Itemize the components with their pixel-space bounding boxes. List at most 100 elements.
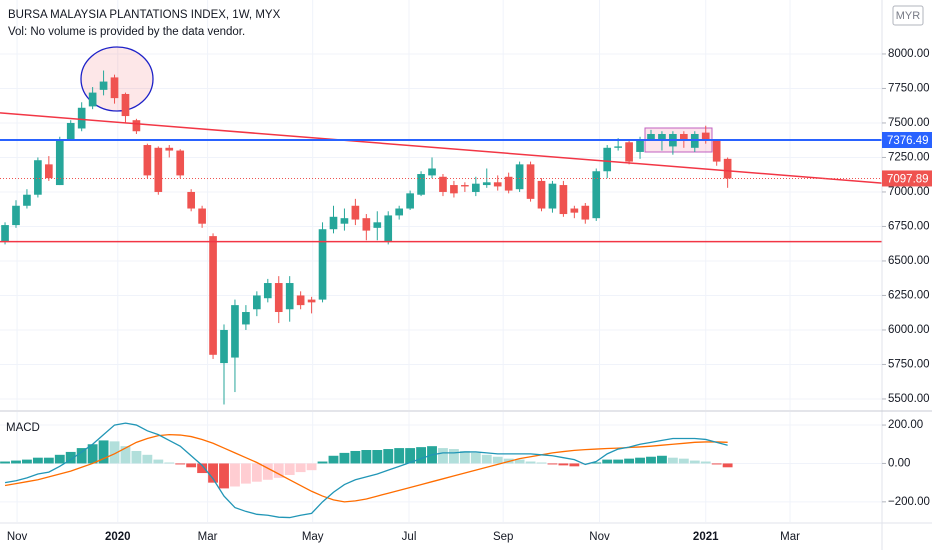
candle-body bbox=[450, 185, 458, 194]
histogram-bar bbox=[240, 463, 251, 484]
x-tick-label: Nov bbox=[7, 531, 28, 543]
histogram-bar bbox=[459, 450, 470, 464]
candle-body bbox=[417, 174, 425, 195]
y-tick-label: 200.00 bbox=[888, 419, 923, 431]
price-line-label: 7376.49 bbox=[887, 135, 929, 147]
histogram-bar bbox=[339, 452, 350, 464]
candle-body bbox=[231, 305, 239, 358]
candle-body bbox=[34, 160, 42, 195]
histogram-bar bbox=[646, 456, 656, 464]
histogram-bar bbox=[219, 463, 229, 489]
last-price-box bbox=[882, 170, 932, 187]
candle-body bbox=[143, 145, 152, 176]
histogram-bar bbox=[569, 463, 580, 467]
histogram-bar bbox=[175, 463, 186, 465]
candle-body bbox=[723, 158, 732, 179]
histogram-bar bbox=[186, 463, 197, 468]
histogram-bar bbox=[273, 463, 284, 478]
candle-body bbox=[395, 208, 404, 216]
histogram-bar bbox=[722, 463, 733, 468]
histogram-bar bbox=[536, 462, 547, 464]
candle-body bbox=[493, 182, 502, 187]
candle-body bbox=[581, 205, 590, 220]
candle-body bbox=[88, 92, 97, 107]
histogram-bar bbox=[689, 460, 700, 464]
histogram-bar bbox=[667, 457, 678, 464]
histogram-bar bbox=[492, 456, 503, 464]
histogram-bar bbox=[481, 454, 492, 464]
candle-body bbox=[362, 218, 371, 231]
x-tick-label: Sep bbox=[493, 531, 513, 543]
candle-body bbox=[329, 216, 338, 230]
candle-body bbox=[658, 133, 666, 140]
currency-label: MYR bbox=[896, 10, 921, 22]
histogram-bar bbox=[438, 448, 448, 464]
histogram-bar bbox=[11, 460, 21, 464]
candle-body bbox=[187, 191, 195, 209]
candle-body bbox=[471, 183, 480, 192]
histogram-bar bbox=[394, 448, 405, 464]
candle-body bbox=[12, 205, 20, 226]
candle-body bbox=[198, 208, 206, 224]
y-tick-label: 7000.00 bbox=[888, 186, 930, 198]
histogram-bar bbox=[711, 463, 722, 465]
histogram-bar bbox=[635, 457, 645, 464]
histogram-bar bbox=[591, 462, 602, 464]
candle-body bbox=[209, 236, 217, 355]
y-tick-label: 7500.00 bbox=[888, 117, 930, 129]
histogram-bar bbox=[317, 461, 328, 464]
histogram-bar bbox=[22, 459, 32, 464]
candle-body bbox=[274, 283, 283, 313]
candle-body bbox=[154, 147, 163, 192]
histogram-bar bbox=[230, 463, 240, 487]
trendline bbox=[0, 112, 883, 184]
candle-body bbox=[559, 185, 568, 215]
histogram-bar bbox=[657, 455, 667, 464]
y-tick-label: 6000.00 bbox=[888, 324, 930, 336]
histogram-bar bbox=[350, 450, 361, 464]
histogram-bar bbox=[295, 463, 306, 473]
candle-body bbox=[712, 140, 721, 162]
histogram-bar bbox=[470, 452, 481, 464]
candle-body bbox=[285, 283, 294, 310]
x-tick-label: Nov bbox=[589, 531, 610, 543]
macd-line bbox=[4, 422, 728, 519]
histogram-bar bbox=[87, 444, 98, 464]
currency-badge[interactable] bbox=[892, 5, 924, 26]
histogram-bar bbox=[131, 450, 142, 464]
histogram-bar bbox=[251, 463, 262, 482]
candle-body bbox=[461, 185, 469, 187]
candle-body bbox=[307, 299, 316, 303]
histogram-bar bbox=[383, 449, 394, 464]
candle-body bbox=[428, 168, 436, 176]
candle-body bbox=[77, 107, 86, 129]
candle-body bbox=[526, 164, 535, 199]
candle-body bbox=[548, 183, 557, 209]
candle-body bbox=[1, 225, 9, 242]
candle-body bbox=[176, 150, 185, 176]
histogram-bar bbox=[558, 463, 569, 466]
histogram-bar bbox=[32, 457, 43, 464]
histogram-bar bbox=[153, 459, 164, 464]
y-tick-label: 6250.00 bbox=[888, 289, 930, 301]
candle-body bbox=[99, 81, 108, 90]
candle-body bbox=[132, 120, 141, 132]
histogram-bar bbox=[700, 461, 711, 464]
candle-body bbox=[44, 164, 53, 179]
histogram-bar bbox=[0, 461, 10, 464]
y-tick-label: 7750.00 bbox=[888, 82, 930, 94]
y-tick-label: 0.00 bbox=[888, 457, 910, 469]
x-tick-label: Mar bbox=[198, 531, 218, 543]
candle-body bbox=[647, 133, 655, 140]
last-price-label: 7097.89 bbox=[887, 173, 929, 185]
candle-body bbox=[439, 176, 447, 192]
candle-body bbox=[482, 182, 491, 186]
candle-body bbox=[242, 312, 250, 325]
candle-body bbox=[384, 215, 393, 242]
x-tick-label: Mar bbox=[780, 531, 800, 543]
candle-body bbox=[537, 180, 546, 209]
indicator-title: MACD bbox=[6, 422, 40, 434]
candle-body bbox=[110, 77, 119, 99]
candle-body bbox=[55, 139, 64, 186]
chart-subtitle: Vol: No volume is provided by the data v… bbox=[8, 26, 245, 38]
